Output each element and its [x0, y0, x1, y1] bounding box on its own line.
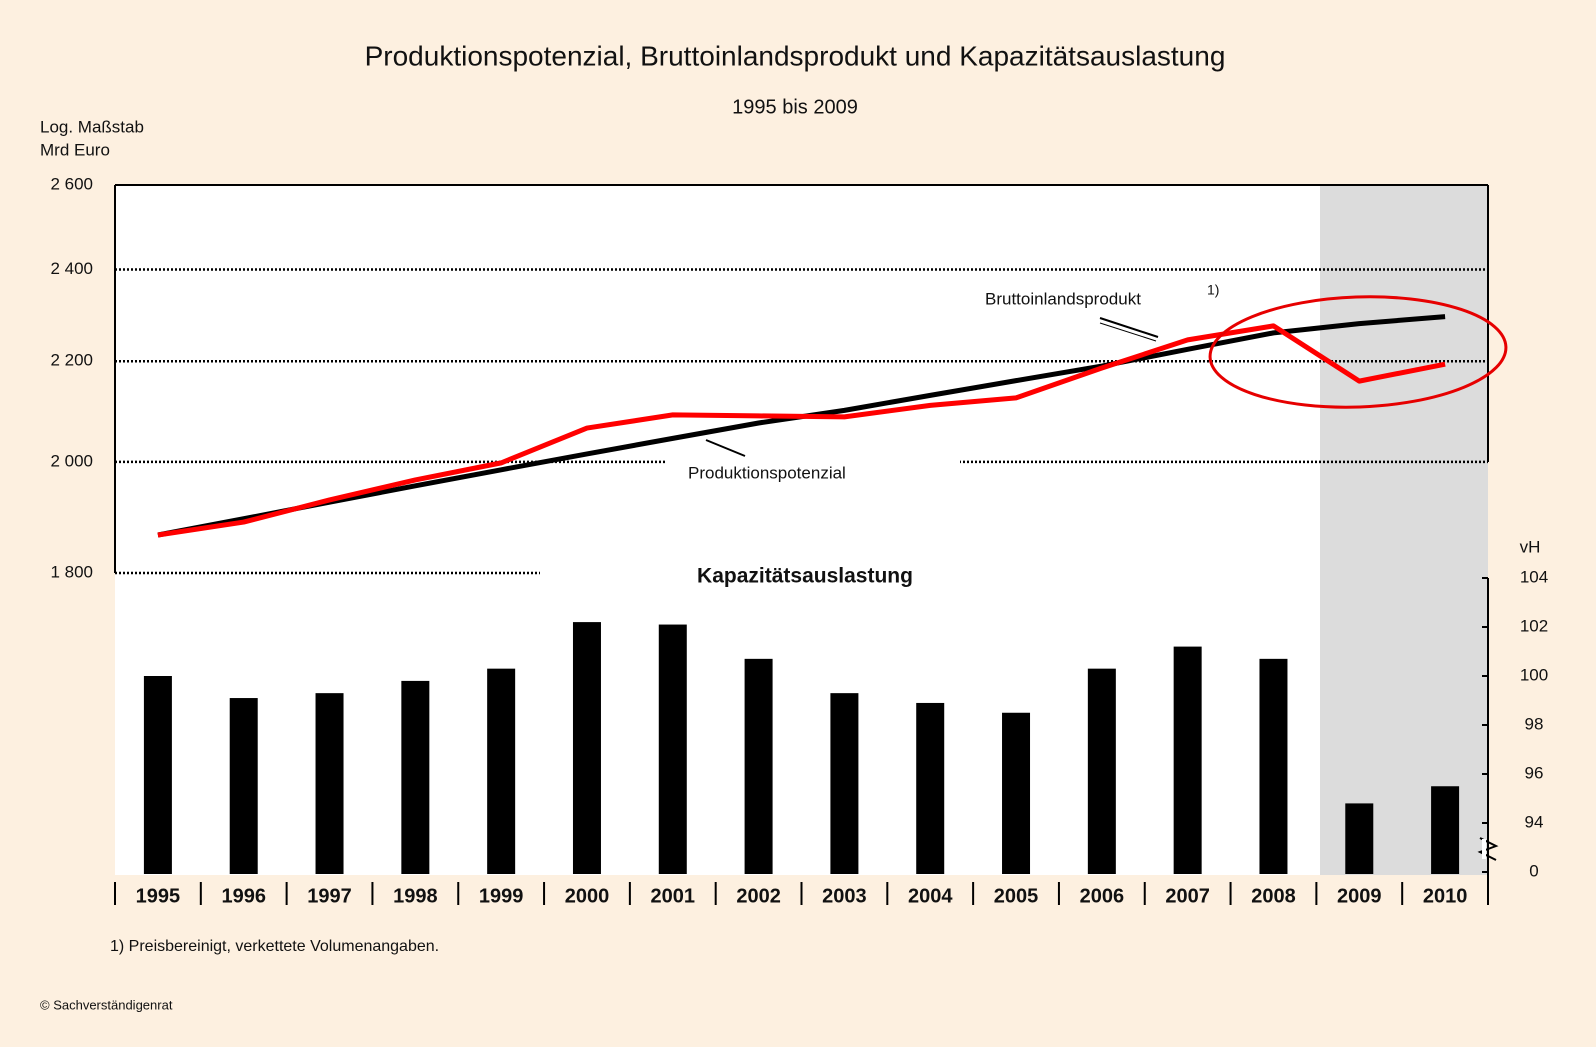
leader-line [705, 439, 746, 457]
y2-tick-label: 102 [1520, 616, 1548, 635]
bar [1173, 646, 1202, 874]
y-tick-label: 1 800 [50, 562, 93, 581]
chart-title: Produktionspotenzial, Bruttoinlandsprodu… [365, 40, 1226, 71]
bar [401, 680, 430, 874]
y2-axis-label: vH [1520, 537, 1541, 556]
y-tick-label: 2 000 [50, 451, 93, 470]
series-label: Bruttoinlandsprodukt [985, 289, 1141, 308]
y-axis-label: Mrd Euro [40, 140, 110, 159]
y-axis-label: Log. Maßstab [40, 117, 144, 136]
y2-tick-label: 94 [1525, 812, 1544, 831]
highlight-ellipse [1208, 295, 1508, 409]
bar [830, 693, 859, 874]
x-tick-label: 1998 [393, 885, 438, 907]
footnote: 1) Preisbereinigt, verkettete Volumenang… [110, 938, 439, 955]
y2-tick-label: 100 [1520, 665, 1548, 684]
x-tick-label: 2000 [565, 885, 610, 907]
forecast-shade [1320, 185, 1488, 875]
bar [315, 693, 344, 874]
y-tick-label: 2 400 [50, 259, 93, 278]
leader-line [1099, 322, 1157, 342]
panel-title: Kapazitätsauslastung [697, 565, 913, 588]
bar [1431, 786, 1460, 874]
bar [572, 622, 601, 874]
series-label: Produktionspotenzial [688, 463, 846, 482]
x-tick-label: 1996 [221, 885, 266, 907]
bar [744, 658, 773, 874]
x-tick-label: 2007 [1165, 885, 1210, 907]
bar [658, 624, 687, 874]
x-tick-label: 2006 [1080, 885, 1125, 907]
bar [1087, 668, 1116, 874]
x-tick-label: 2003 [822, 885, 867, 907]
x-tick-label: 2008 [1251, 885, 1296, 907]
x-tick-label: 2010 [1423, 885, 1468, 907]
bar [1259, 658, 1288, 874]
plot-area [115, 185, 1488, 875]
source: © Sachverständigenrat [40, 997, 173, 1012]
x-tick-label: 2004 [908, 885, 953, 907]
label-knockout [665, 452, 960, 492]
axis-break-gap [1482, 839, 1486, 859]
y-tick-label: 2 200 [50, 351, 93, 370]
bar [487, 668, 516, 874]
x-tick-label: 2002 [736, 885, 781, 907]
y2-tick-label: 96 [1525, 763, 1544, 782]
y2-tick-label: 0 [1529, 861, 1538, 880]
x-tick-label: 2001 [651, 885, 696, 907]
series-note: 1) [1207, 282, 1219, 298]
y2-tick-label: 98 [1525, 714, 1544, 733]
x-tick-label: 2005 [994, 885, 1039, 907]
y-tick-label: 2 600 [50, 174, 93, 193]
axis-break [1477, 837, 1499, 861]
x-tick-label: 2009 [1337, 885, 1382, 907]
series-line [157, 323, 1446, 538]
x-tick-label: 1995 [136, 885, 181, 907]
y2-tick-label: 104 [1520, 567, 1548, 586]
x-tick-label: 1997 [307, 885, 352, 907]
bar [143, 676, 172, 874]
bar [1002, 712, 1031, 874]
x-tick-label: 1999 [479, 885, 524, 907]
chart-subtitle: 1995 bis 2009 [732, 96, 858, 118]
bar [229, 698, 258, 874]
bar [1345, 803, 1374, 874]
leader-line [1099, 317, 1159, 338]
bar [916, 702, 945, 874]
